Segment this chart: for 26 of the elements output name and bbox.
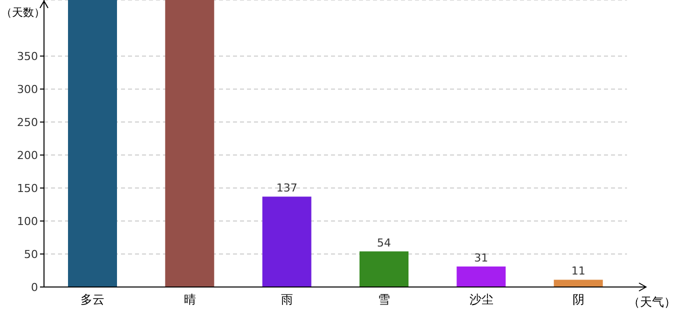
data-label: 11 [571, 264, 586, 278]
x-tick-label: 多云 [80, 292, 105, 307]
y-tick-label: 200 [17, 148, 38, 162]
x-tick-label: 沙尘 [469, 292, 494, 307]
bar [262, 196, 312, 287]
bar [456, 266, 506, 287]
x-tick-label: 晴 [184, 292, 196, 307]
y-tick-label: 150 [17, 182, 38, 195]
x-tick-label: 阴 [572, 292, 584, 307]
bar [360, 251, 408, 287]
bar [554, 280, 603, 287]
y-axis-title: （天数） [1, 6, 45, 19]
x-tick-label: 雪 [378, 292, 390, 307]
bar [165, 0, 214, 287]
y-tick-label: 100 [17, 214, 38, 228]
x-axis-title: （天气） [628, 295, 676, 309]
y-tick-label: 300 [17, 82, 38, 96]
data-label: 54 [377, 236, 391, 250]
y-tick-label: 0 [31, 280, 38, 294]
y-tick-label: 250 [17, 116, 38, 129]
bar [68, 0, 117, 287]
x-tick-label: 雨 [280, 292, 293, 307]
y-tick-label: 350 [17, 50, 38, 63]
y-tick-label: 50 [24, 248, 38, 261]
data-label: 31 [474, 252, 488, 265]
data-label: 137 [276, 182, 298, 195]
